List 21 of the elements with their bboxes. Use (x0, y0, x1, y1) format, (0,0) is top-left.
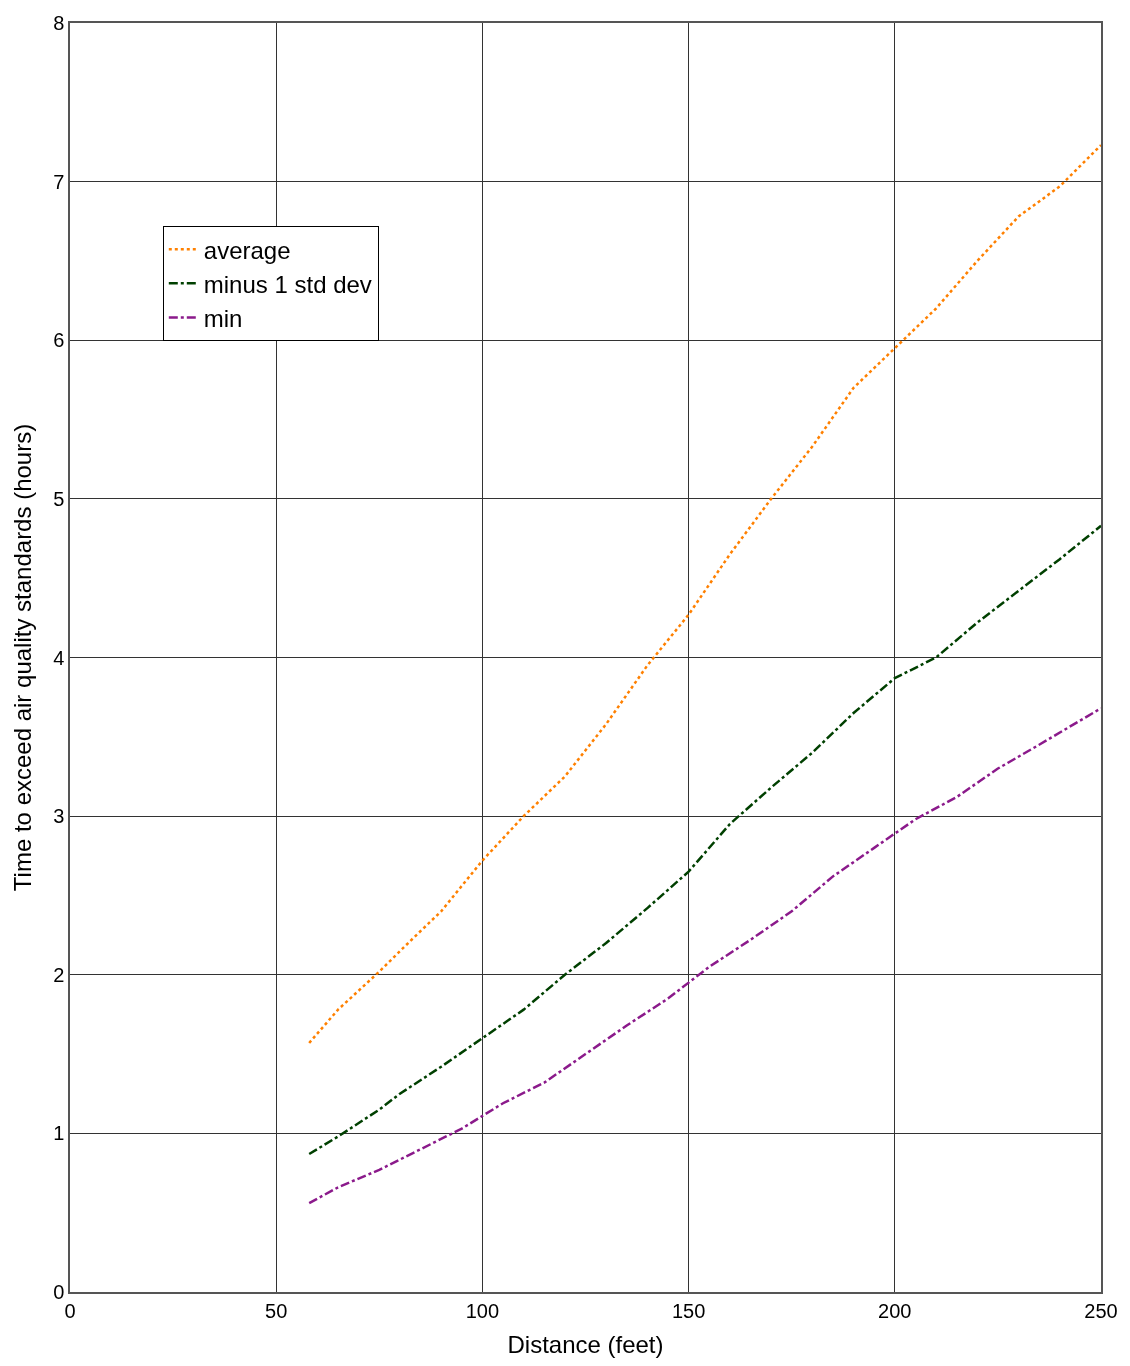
y-axis-title: Time to exceed air quality standards (hours) (8, 423, 36, 892)
x-tick-label: 200 (878, 1299, 912, 1322)
x-tick-label: 50 (265, 1299, 288, 1322)
y-tick-label: 2 (53, 963, 65, 986)
y-tick-label: 5 (53, 487, 65, 510)
x-tick-label: 100 (465, 1299, 500, 1322)
line-series (307, 524, 1101, 1156)
y-tick-label: 4 (53, 646, 65, 669)
y-tick-label: 6 (53, 329, 65, 352)
y-tick-label: 7 (53, 170, 65, 193)
y-tick-label: 8 (53, 12, 65, 34)
y-tick-label: 0 (53, 1281, 65, 1303)
legend-label: min (203, 304, 243, 332)
legend-label: average (203, 236, 291, 264)
y-tick-label: 1 (53, 1122, 65, 1145)
x-tick-label: 250 (1084, 1299, 1118, 1322)
y-tick-label: 3 (53, 805, 65, 828)
x-tick-label: 150 (671, 1299, 706, 1322)
line-series (307, 707, 1101, 1205)
legend-label: minus 1 std dev (203, 270, 372, 298)
x-axis-title: Distance (feet) (507, 1330, 664, 1358)
